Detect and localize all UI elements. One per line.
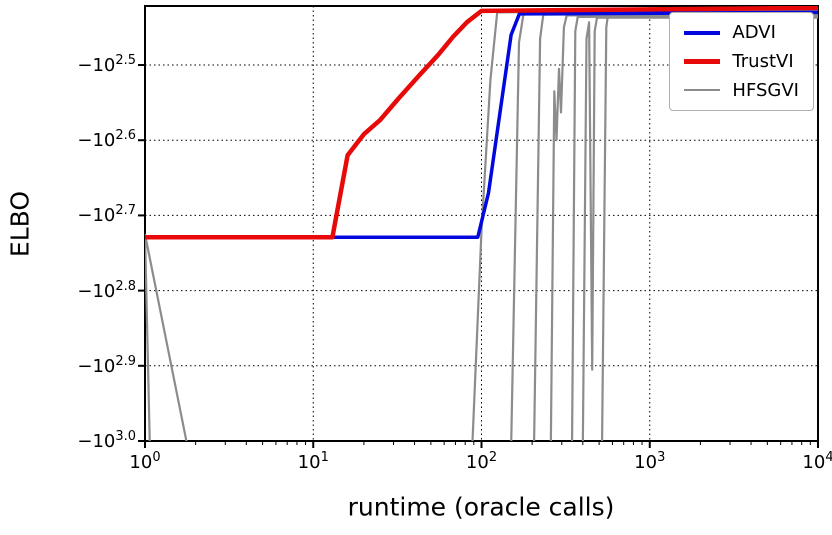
y-axis-label: ELBO [5, 190, 35, 258]
legend-line-sample-hfsgvi [684, 89, 721, 92]
y-tick-label: −102.5 [77, 53, 136, 77]
series-line-advi [145, 10, 818, 239]
x-tick-label: 100 [129, 450, 161, 473]
series-line-hfsgvi [549, 13, 818, 441]
y-tick-label: −103.0 [77, 429, 136, 452]
legend-line-sample-trustvi [684, 59, 721, 65]
series-line-hfsgvi [581, 16, 818, 441]
legend-item-hfsgvi: HFSGVI [684, 79, 799, 101]
y-tick-label: −102.8 [77, 278, 136, 302]
x-tick-label: 103 [634, 450, 666, 473]
x-tick-label: 102 [465, 450, 498, 473]
x-tick-label: 101 [297, 450, 329, 473]
legend-label-hfsgvi: HFSGVI [732, 79, 799, 101]
y-tick-label: −102.6 [77, 128, 136, 152]
legend-line-sample-advi [684, 30, 721, 35]
legend-item-trustvi: TrustVI [684, 50, 799, 72]
y-tick-label: −102.9 [77, 353, 136, 377]
legend: ADVI TrustVI HFSGVI [669, 12, 814, 112]
x-tick-label: 104 [802, 450, 832, 473]
series-line-trustvi [145, 6, 818, 240]
series-line-hfsgvi [145, 234, 151, 441]
y-tick-label: −102.7 [77, 203, 136, 227]
x-axis-label: runtime (oracle calls) [347, 492, 615, 522]
legend-label-trustvi: TrustVI [732, 50, 794, 72]
series-line-hfsgvi [145, 233, 188, 441]
legend-item-advi: ADVI [684, 23, 799, 43]
legend-label-advi: ADVI [732, 22, 776, 43]
